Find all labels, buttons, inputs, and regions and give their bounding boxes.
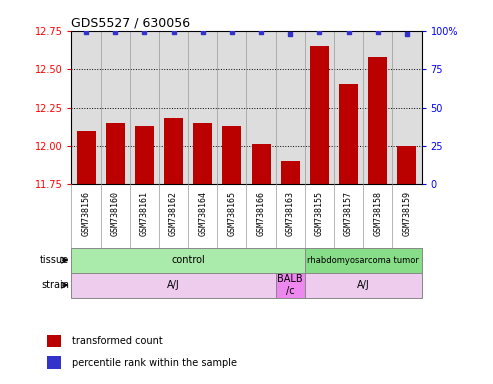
Text: GSM738161: GSM738161 bbox=[140, 191, 149, 236]
Text: control: control bbox=[171, 255, 205, 265]
Bar bbox=[281, 161, 300, 184]
Bar bbox=[310, 46, 329, 184]
Text: GSM738156: GSM738156 bbox=[81, 191, 91, 236]
Bar bbox=[193, 123, 212, 184]
Text: percentile rank within the sample: percentile rank within the sample bbox=[72, 358, 237, 368]
Bar bbox=[222, 126, 242, 184]
Bar bbox=[164, 118, 183, 184]
Text: GSM738166: GSM738166 bbox=[256, 191, 266, 236]
Point bbox=[316, 29, 323, 35]
Point bbox=[82, 29, 90, 35]
Point bbox=[141, 29, 148, 35]
Point bbox=[286, 31, 294, 37]
Bar bbox=[106, 123, 125, 184]
Text: GSM738155: GSM738155 bbox=[315, 191, 324, 236]
Bar bbox=[339, 84, 358, 184]
Bar bbox=[71, 273, 276, 298]
Point bbox=[111, 29, 119, 35]
Bar bbox=[251, 144, 271, 184]
Text: GSM738158: GSM738158 bbox=[373, 191, 382, 236]
Bar bbox=[76, 131, 96, 184]
Text: GSM738159: GSM738159 bbox=[402, 191, 412, 236]
Point bbox=[170, 29, 177, 35]
Text: A/J: A/J bbox=[167, 280, 180, 290]
Text: rhabdomyosarcoma tumor: rhabdomyosarcoma tumor bbox=[307, 256, 419, 265]
Bar bbox=[305, 273, 422, 298]
Text: GSM738160: GSM738160 bbox=[111, 191, 120, 236]
Text: GSM738157: GSM738157 bbox=[344, 191, 353, 236]
Point bbox=[374, 29, 382, 35]
Bar bbox=[305, 248, 422, 273]
Point bbox=[228, 29, 236, 35]
Text: strain: strain bbox=[41, 280, 69, 290]
Bar bbox=[276, 273, 305, 298]
Text: transformed count: transformed count bbox=[72, 336, 163, 346]
Bar bbox=[47, 356, 61, 369]
Bar bbox=[368, 57, 387, 184]
Text: tissue: tissue bbox=[40, 255, 69, 265]
Text: GDS5527 / 630056: GDS5527 / 630056 bbox=[71, 17, 191, 30]
Text: GSM738164: GSM738164 bbox=[198, 191, 207, 236]
Bar bbox=[135, 126, 154, 184]
Point bbox=[199, 29, 207, 35]
Bar bbox=[47, 335, 61, 348]
Point bbox=[403, 31, 411, 37]
Bar bbox=[71, 248, 305, 273]
Text: GSM738162: GSM738162 bbox=[169, 191, 178, 236]
Text: GSM738163: GSM738163 bbox=[286, 191, 295, 236]
Point bbox=[345, 29, 352, 35]
Text: A/J: A/J bbox=[357, 280, 370, 290]
Bar bbox=[397, 146, 417, 184]
Point bbox=[257, 29, 265, 35]
Text: GSM738165: GSM738165 bbox=[227, 191, 237, 236]
Text: BALB
/c: BALB /c bbox=[278, 274, 303, 296]
